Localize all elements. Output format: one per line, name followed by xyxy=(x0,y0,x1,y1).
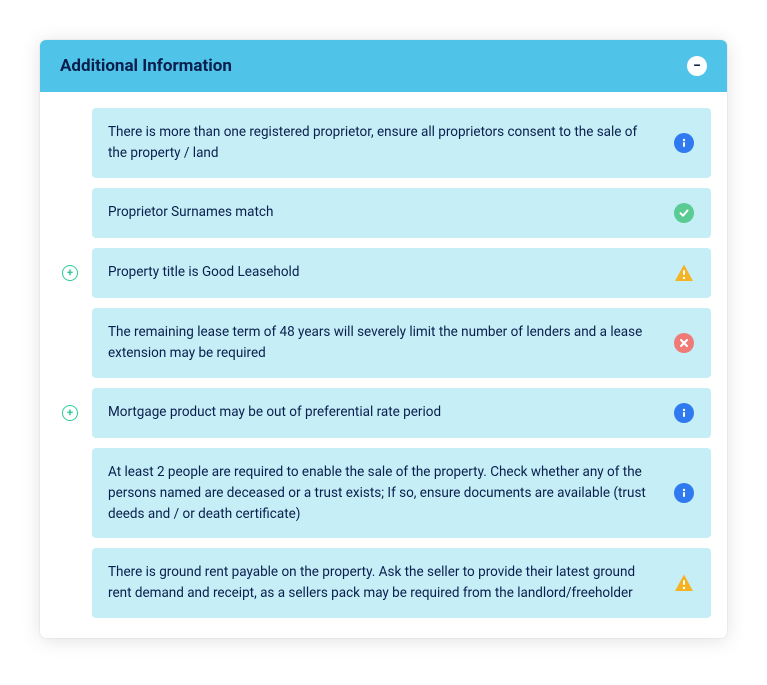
info-item: Property title is Good Leasehold xyxy=(92,248,711,298)
info-item: Mortgage product may be out of preferent… xyxy=(92,388,711,438)
expand-button[interactable]: + xyxy=(62,265,78,281)
row-gutter xyxy=(56,188,84,238)
collapse-button[interactable]: − xyxy=(687,56,707,76)
info-row: The remaining lease term of 48 years wil… xyxy=(56,308,711,378)
row-gutter xyxy=(56,308,84,378)
plus-icon: + xyxy=(67,407,73,418)
panel-header: Additional Information − xyxy=(40,40,727,92)
status-icon-info xyxy=(673,482,695,504)
row-gutter xyxy=(56,108,84,178)
minus-icon: − xyxy=(693,59,701,73)
info-item-text: The remaining lease term of 48 years wil… xyxy=(108,322,659,364)
panel-title: Additional Information xyxy=(60,56,232,76)
info-icon xyxy=(674,403,694,423)
info-row: There is ground rent payable on the prop… xyxy=(56,548,711,618)
info-item: Proprietor Surnames match xyxy=(92,188,711,238)
status-icon-warning xyxy=(673,262,695,284)
info-item: At least 2 people are required to enable… xyxy=(92,448,711,539)
info-row: + Mortgage product may be out of preferen… xyxy=(56,388,711,438)
info-row: At least 2 people are required to enable… xyxy=(56,448,711,539)
info-item-text: There is ground rent payable on the prop… xyxy=(108,562,659,604)
info-row: + Property title is Good Leasehold xyxy=(56,248,711,298)
status-icon-info xyxy=(673,132,695,154)
status-icon-success xyxy=(673,202,695,224)
check-icon xyxy=(674,203,694,223)
panel-body: There is more than one registered propri… xyxy=(40,92,727,638)
info-icon xyxy=(674,483,694,503)
info-item-text: Mortgage product may be out of preferent… xyxy=(108,402,659,423)
info-item-text: At least 2 people are required to enable… xyxy=(108,462,659,525)
status-icon-warning xyxy=(673,572,695,594)
status-icon-info xyxy=(673,402,695,424)
info-item-text: Proprietor Surnames match xyxy=(108,202,659,223)
info-row: Proprietor Surnames match xyxy=(56,188,711,238)
info-item: There is ground rent payable on the prop… xyxy=(92,548,711,618)
info-icon xyxy=(674,133,694,153)
additional-info-panel: Additional Information − There is more t… xyxy=(40,40,727,638)
info-row: There is more than one registered propri… xyxy=(56,108,711,178)
status-icon-error xyxy=(673,332,695,354)
error-icon xyxy=(674,333,694,353)
warning-icon xyxy=(673,572,695,594)
info-item-text: Property title is Good Leasehold xyxy=(108,262,659,283)
row-gutter: + xyxy=(56,388,84,438)
expand-button[interactable]: + xyxy=(62,405,78,421)
row-gutter xyxy=(56,448,84,539)
plus-icon: + xyxy=(67,267,73,278)
info-item: The remaining lease term of 48 years wil… xyxy=(92,308,711,378)
info-item: There is more than one registered propri… xyxy=(92,108,711,178)
warning-icon xyxy=(673,262,695,284)
row-gutter xyxy=(56,548,84,618)
info-item-text: There is more than one registered propri… xyxy=(108,122,659,164)
row-gutter: + xyxy=(56,248,84,298)
